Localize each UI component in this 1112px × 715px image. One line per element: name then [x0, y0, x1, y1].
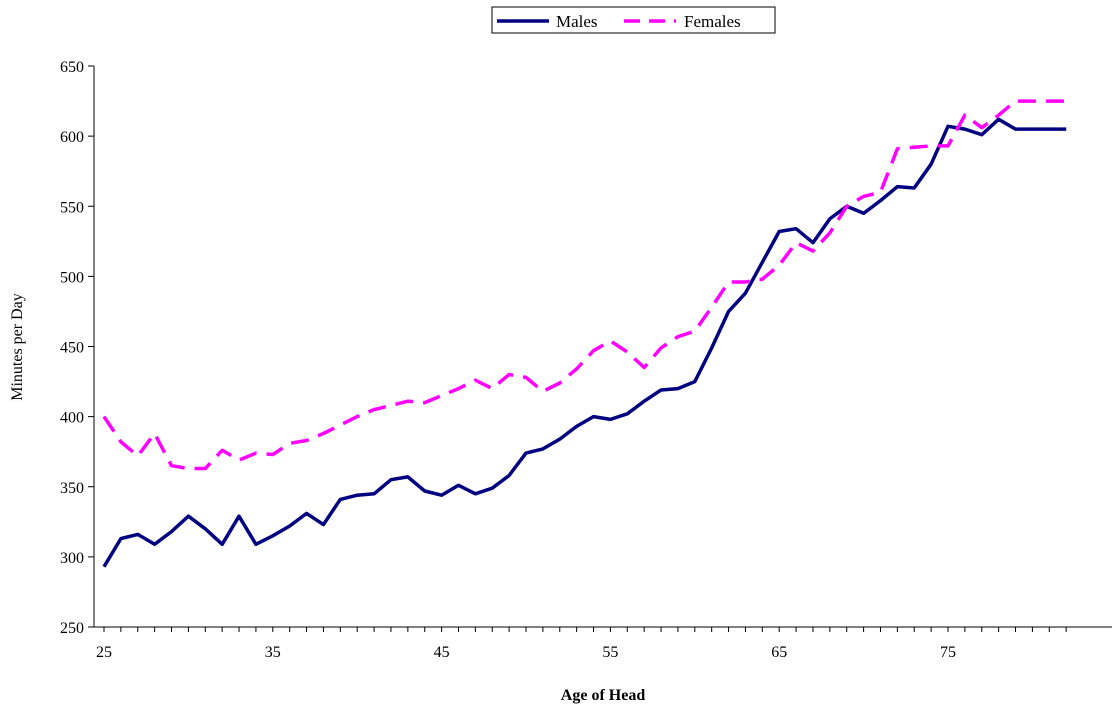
- y-tick-label: 400: [60, 410, 84, 427]
- x-axis-ticks: 25 35 45 55 65 75: [96, 627, 1067, 661]
- x-tick-label: 45: [434, 644, 450, 661]
- legend-label-females: Females: [684, 12, 741, 31]
- y-tick-label: 300: [60, 550, 84, 567]
- y-tick-label: 500: [60, 269, 84, 286]
- y-tick-label: 350: [60, 480, 84, 497]
- x-tick-label: 65: [771, 644, 787, 661]
- series-line-males: [102, 117, 1067, 568]
- y-tick-label: 450: [60, 340, 84, 357]
- x-tick-label: 55: [602, 644, 618, 661]
- x-tick-label: 75: [940, 644, 956, 661]
- x-tick-label: 35: [265, 644, 281, 661]
- legend: Males Females: [491, 6, 776, 34]
- x-axis-title: Age of Head: [561, 687, 646, 704]
- y-tick-label: 550: [60, 199, 84, 216]
- legend-label-males: Males: [556, 12, 598, 31]
- y-tick-label: 600: [60, 129, 84, 146]
- series-line-females: [102, 99, 1067, 471]
- series-layer: [102, 99, 1067, 568]
- x-tick-label: 25: [96, 644, 112, 661]
- y-tick-label: 650: [60, 59, 84, 76]
- y-axis-ticks: 250 300 350 400 450 500 550 600 650: [60, 59, 94, 637]
- y-axis-title: Minutes per Day: [9, 293, 26, 401]
- y-tick-label: 250: [60, 620, 84, 637]
